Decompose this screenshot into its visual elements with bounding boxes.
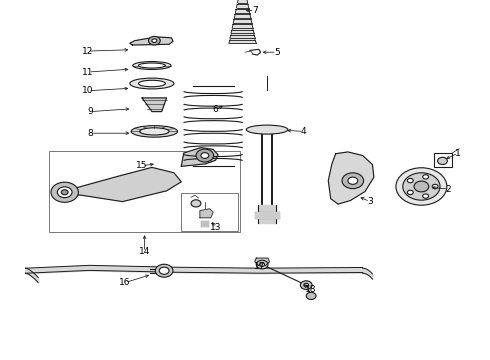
Circle shape xyxy=(423,194,429,198)
Circle shape xyxy=(396,168,447,205)
Circle shape xyxy=(152,39,157,42)
Polygon shape xyxy=(328,152,374,204)
Circle shape xyxy=(414,181,429,192)
Circle shape xyxy=(61,190,68,195)
Bar xyxy=(49,151,240,232)
Circle shape xyxy=(304,283,309,287)
Circle shape xyxy=(432,184,438,189)
Circle shape xyxy=(423,175,429,179)
Polygon shape xyxy=(235,9,250,13)
Circle shape xyxy=(155,264,173,277)
Circle shape xyxy=(51,182,78,202)
Circle shape xyxy=(348,177,358,184)
Polygon shape xyxy=(234,14,251,18)
Ellipse shape xyxy=(133,62,171,69)
Circle shape xyxy=(148,36,160,45)
Ellipse shape xyxy=(138,63,165,68)
Ellipse shape xyxy=(130,78,174,89)
Text: 13: 13 xyxy=(210,223,221,232)
Circle shape xyxy=(407,190,413,194)
Text: 4: 4 xyxy=(301,127,307,136)
Polygon shape xyxy=(229,40,256,43)
Polygon shape xyxy=(238,0,247,3)
Ellipse shape xyxy=(138,80,165,87)
Polygon shape xyxy=(258,205,276,223)
Polygon shape xyxy=(142,98,167,112)
Ellipse shape xyxy=(246,125,288,134)
Text: 2: 2 xyxy=(445,185,451,194)
Text: 18: 18 xyxy=(305,285,317,294)
Text: 17: 17 xyxy=(254,262,266,271)
Ellipse shape xyxy=(131,126,177,137)
Polygon shape xyxy=(231,30,254,33)
Text: 12: 12 xyxy=(81,47,93,56)
Polygon shape xyxy=(230,35,255,38)
Circle shape xyxy=(300,281,312,289)
Circle shape xyxy=(256,260,268,269)
Text: 8: 8 xyxy=(88,129,94,138)
Text: 5: 5 xyxy=(274,48,280,57)
Polygon shape xyxy=(237,4,248,8)
Circle shape xyxy=(191,200,201,207)
Text: 7: 7 xyxy=(252,6,258,15)
Polygon shape xyxy=(255,258,270,265)
Text: 11: 11 xyxy=(82,68,94,77)
Circle shape xyxy=(438,157,447,165)
Text: 14: 14 xyxy=(139,248,150,256)
Text: 10: 10 xyxy=(82,86,94,95)
Circle shape xyxy=(306,292,316,300)
Polygon shape xyxy=(130,37,173,45)
Polygon shape xyxy=(61,167,181,202)
Polygon shape xyxy=(233,19,252,23)
Text: 3: 3 xyxy=(367,197,373,206)
Polygon shape xyxy=(201,221,208,226)
Polygon shape xyxy=(181,148,218,166)
Circle shape xyxy=(342,173,364,189)
Bar xyxy=(434,153,452,167)
Ellipse shape xyxy=(140,128,169,135)
Text: 15: 15 xyxy=(136,161,148,170)
Circle shape xyxy=(260,263,265,266)
Text: 9: 9 xyxy=(88,107,94,116)
Text: 6: 6 xyxy=(213,105,219,114)
Text: 16: 16 xyxy=(119,278,131,287)
Circle shape xyxy=(196,149,214,162)
Circle shape xyxy=(407,179,413,183)
Polygon shape xyxy=(255,212,279,218)
Text: 1: 1 xyxy=(455,149,461,158)
Bar xyxy=(181,193,238,231)
Polygon shape xyxy=(232,24,253,28)
Circle shape xyxy=(201,153,209,158)
Circle shape xyxy=(159,267,169,274)
Circle shape xyxy=(57,187,72,198)
Circle shape xyxy=(403,173,440,200)
Polygon shape xyxy=(200,209,213,218)
